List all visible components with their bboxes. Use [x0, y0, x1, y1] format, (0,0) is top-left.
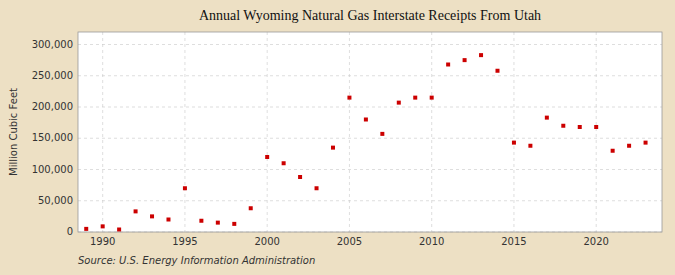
point — [199, 219, 203, 223]
title: Annual Wyoming Natural Gas Interstate Re… — [199, 8, 541, 23]
x-tick-label: 1995 — [172, 236, 197, 247]
point — [101, 224, 105, 228]
y-grid-line — [78, 169, 662, 170]
point — [512, 141, 516, 145]
grid — [78, 32, 662, 232]
point — [644, 141, 648, 145]
point — [561, 124, 565, 128]
source-annotation: Source: U.S. Energy Information Administ… — [78, 255, 315, 266]
x-tick-label: 2005 — [337, 236, 362, 247]
point — [150, 214, 154, 218]
x-grid-line — [513, 32, 514, 232]
x-tick-label: 2000 — [254, 236, 279, 247]
chart: 0 50,000 100,000 150,000 200,000 250,000 300,0… — [0, 0, 675, 275]
x-tick-label: 1990 — [90, 236, 115, 247]
point — [380, 132, 384, 136]
x-grid-line — [184, 32, 185, 232]
point — [495, 69, 499, 73]
point — [315, 186, 319, 190]
y-tick-label: 300,000 — [32, 39, 73, 50]
point — [627, 144, 631, 148]
y-tick-label: 50,000 — [38, 195, 73, 206]
point — [331, 146, 335, 150]
y-tick-label: 250,000 — [32, 70, 73, 81]
point — [84, 227, 88, 231]
point — [611, 149, 615, 153]
point — [545, 116, 549, 120]
point — [413, 96, 417, 100]
x-grid-line — [596, 32, 597, 232]
plot-area — [78, 32, 662, 232]
plot-frame — [78, 32, 662, 232]
point — [298, 175, 302, 179]
y-grid-line — [78, 107, 662, 108]
point — [446, 63, 450, 67]
x-grid-line — [267, 32, 268, 232]
y-grid-line — [78, 75, 662, 76]
point — [528, 144, 532, 148]
y-axis-label: Million Cubic Feet — [8, 88, 19, 176]
point — [594, 125, 598, 129]
point — [183, 186, 187, 190]
y-tick-label: 100,000 — [32, 164, 73, 175]
point — [463, 58, 467, 62]
point — [282, 161, 286, 165]
point — [216, 221, 220, 225]
points — [84, 53, 647, 231]
point — [578, 125, 582, 129]
y-tick-label: 0 — [67, 226, 73, 237]
point — [430, 96, 434, 100]
x-grid-line — [431, 32, 432, 232]
point — [166, 218, 170, 222]
point — [479, 53, 483, 57]
x-grid-line — [102, 32, 103, 232]
x-tick-label: 2015 — [501, 236, 526, 247]
point — [397, 101, 401, 105]
point — [249, 206, 253, 210]
point — [364, 118, 368, 122]
x-tick-label: 2010 — [419, 236, 444, 247]
point — [117, 228, 121, 232]
y-grid-line — [78, 200, 662, 201]
point — [232, 222, 236, 226]
point — [134, 209, 138, 213]
x-grid-line — [349, 32, 350, 232]
y-tick-label: 200,000 — [32, 101, 73, 112]
point — [347, 96, 351, 100]
y-grid-line — [78, 138, 662, 139]
x-tick-label: 2020 — [583, 236, 608, 247]
point — [265, 155, 269, 159]
y-tick-label: 150,000 — [32, 132, 73, 143]
y-grid-line — [78, 44, 662, 45]
